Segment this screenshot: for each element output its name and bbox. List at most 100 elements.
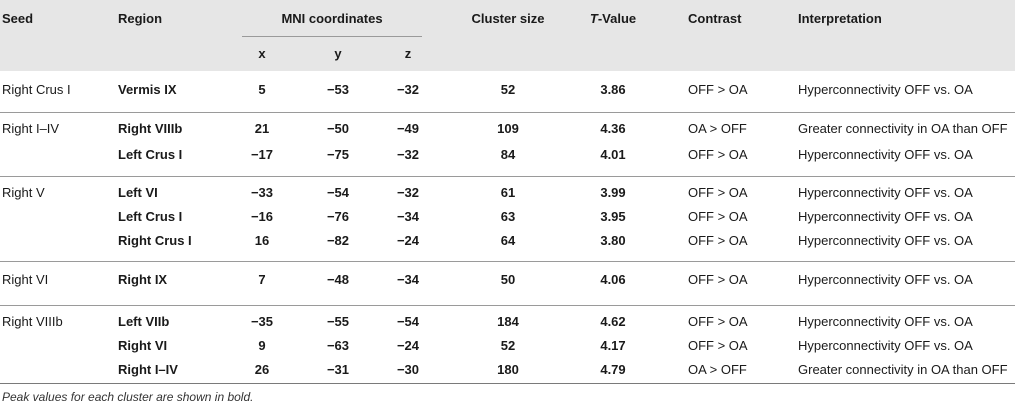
- cell-x: 16: [254, 233, 270, 248]
- cell-contrast: OFF > OA: [688, 233, 748, 248]
- cell-region: Left Crus I: [118, 209, 183, 224]
- cell-cluster: 50: [500, 272, 516, 287]
- cell-y: −63: [326, 338, 350, 353]
- cell-z: −34: [396, 209, 420, 224]
- cell-y: −53: [326, 82, 350, 97]
- cell-contrast: OFF > OA: [688, 338, 748, 353]
- header-z: z: [404, 46, 412, 61]
- cell-cluster: 180: [497, 362, 519, 377]
- cell-z: −34: [396, 272, 420, 287]
- cell-t: 4.36: [600, 121, 626, 136]
- cell-interp: Hyperconnectivity OFF vs. OA: [798, 147, 973, 162]
- cell-x: −17: [250, 147, 274, 162]
- cell-seed: Right V: [2, 185, 45, 200]
- cell-seed: Right VI: [2, 272, 49, 287]
- cell-interp: Greater connectivity in OA than OFF: [798, 121, 1008, 136]
- cell-y: −75: [326, 147, 350, 162]
- cell-contrast: OFF > OA: [688, 272, 748, 287]
- header-region: Region: [118, 11, 163, 26]
- header-y: y: [334, 46, 342, 61]
- cell-cluster: 109: [497, 121, 519, 136]
- cell-x: −35: [250, 314, 274, 329]
- cell-z: −32: [396, 147, 420, 162]
- cell-y: −54: [326, 185, 350, 200]
- header-interpretation: Interpretation: [798, 11, 882, 26]
- cell-t: 4.06: [600, 272, 626, 287]
- cell-t: 4.62: [600, 314, 626, 329]
- cell-contrast: OA > OFF: [688, 362, 747, 377]
- cell-x: −16: [250, 209, 274, 224]
- cell-x: 21: [254, 121, 270, 136]
- header-mni-coordinates: MNI coordinates: [281, 11, 383, 26]
- cell-x: 5: [258, 82, 266, 97]
- cell-t: 3.95: [600, 209, 626, 224]
- group-divider: [0, 261, 1015, 262]
- table-footnote: Peak values for each cluster are shown i…: [2, 390, 254, 404]
- cell-cluster: 61: [500, 185, 516, 200]
- header-x: x: [258, 46, 266, 61]
- cell-t: 3.80: [600, 233, 626, 248]
- header-contrast: Contrast: [688, 11, 742, 26]
- cell-t: 3.86: [600, 82, 626, 97]
- cell-seed: Right Crus I: [2, 82, 71, 97]
- cell-seed: Right VIIIb: [2, 314, 63, 329]
- cell-contrast: OFF > OA: [688, 147, 748, 162]
- cell-region: Left Crus I: [118, 147, 183, 162]
- cell-y: −82: [326, 233, 350, 248]
- cell-region: Vermis IX: [118, 82, 177, 97]
- cell-z: −30: [396, 362, 420, 377]
- cell-z: −32: [396, 82, 420, 97]
- cell-interp: Hyperconnectivity OFF vs. OA: [798, 209, 973, 224]
- cell-region: Right VIIIb: [118, 121, 183, 136]
- cell-contrast: OFF > OA: [688, 82, 748, 97]
- cell-region: Right I–IV: [118, 362, 178, 377]
- cell-region: Right VI: [118, 338, 168, 353]
- table-header: [0, 0, 1015, 71]
- cell-contrast: OFF > OA: [688, 185, 748, 200]
- header-seed: Seed: [2, 11, 34, 26]
- cell-x: −33: [250, 185, 274, 200]
- cell-t: 4.79: [600, 362, 626, 377]
- cell-region: Right IX: [118, 272, 168, 287]
- cell-region: Left VIIb: [118, 314, 170, 329]
- cell-y: −76: [326, 209, 350, 224]
- cell-t: 4.17: [600, 338, 626, 353]
- header-cluster-size: Cluster size: [471, 11, 545, 26]
- cell-interp: Hyperconnectivity OFF vs. OA: [798, 233, 973, 248]
- cell-t: 4.01: [600, 147, 626, 162]
- cell-x: 7: [258, 272, 266, 287]
- cell-z: −49: [396, 121, 420, 136]
- cell-t: 3.99: [600, 185, 626, 200]
- cell-y: −50: [326, 121, 350, 136]
- cell-cluster: 64: [500, 233, 516, 248]
- cell-interp: Hyperconnectivity OFF vs. OA: [798, 338, 973, 353]
- header-t-value: T-Value: [589, 11, 637, 26]
- cell-cluster: 84: [500, 147, 516, 162]
- cell-y: −31: [326, 362, 350, 377]
- cell-contrast: OFF > OA: [688, 209, 748, 224]
- cell-contrast: OFF > OA: [688, 314, 748, 329]
- cell-contrast: OA > OFF: [688, 121, 747, 136]
- cell-interp: Greater connectivity in OA than OFF: [798, 362, 1008, 377]
- cell-interp: Hyperconnectivity OFF vs. OA: [798, 272, 973, 287]
- cell-x: 26: [254, 362, 270, 377]
- cell-region: Left VI: [118, 185, 158, 200]
- cell-cluster: 52: [500, 338, 516, 353]
- cell-seed: Right I–IV: [2, 121, 60, 136]
- group-divider: [0, 305, 1015, 306]
- cell-interp: Hyperconnectivity OFF vs. OA: [798, 314, 973, 329]
- cell-x: 9: [258, 338, 266, 353]
- group-divider: [0, 176, 1015, 177]
- cell-z: −24: [396, 338, 420, 353]
- cell-cluster: 63: [500, 209, 516, 224]
- cell-z: −32: [396, 185, 420, 200]
- group-divider: [0, 112, 1015, 113]
- cell-region: Right Crus I: [118, 233, 192, 248]
- cell-interp: Hyperconnectivity OFF vs. OA: [798, 185, 973, 200]
- mni-header-rule: [242, 36, 422, 37]
- cell-y: −48: [326, 272, 350, 287]
- table-bottom-rule: [0, 383, 1015, 384]
- cell-cluster: 184: [497, 314, 519, 329]
- cell-z: −24: [396, 233, 420, 248]
- cell-cluster: 52: [500, 82, 516, 97]
